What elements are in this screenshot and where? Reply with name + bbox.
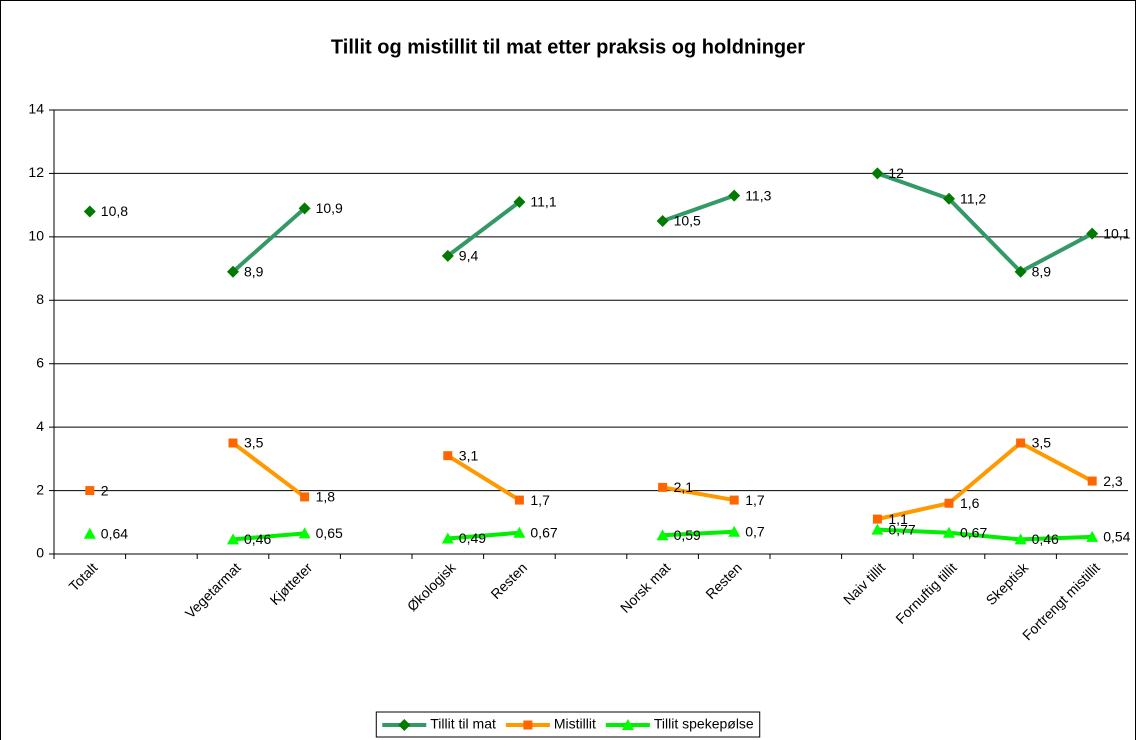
series-line [231,441,1094,522]
series-line [232,527,1093,542]
legend-label: Mistillit [554,716,596,732]
series-line [231,171,1094,274]
data-label: 0,64 [101,525,128,541]
marker [1086,227,1099,240]
data-label: 0,65 [316,525,343,541]
data-label: 8,9 [1032,263,1052,279]
y-tick-label: 4 [36,418,44,434]
marker [1014,265,1027,278]
data-label: 12 [888,165,904,181]
marker [872,514,882,524]
y-tick-label: 10 [28,228,44,244]
marker [656,529,669,541]
chart-title: Tillit og mistillit til mat etter praksi… [331,36,805,58]
data-label: 2,1 [674,479,694,495]
marker [1014,533,1027,545]
data-label: 0,59 [674,527,701,543]
marker [227,265,239,278]
y-tick-label: 12 [28,164,44,180]
data-label: 0,54 [1103,529,1130,545]
data-label: 9,4 [459,248,479,264]
data-label: 0,67 [960,524,987,540]
data-label: 0,49 [459,530,486,546]
marker [83,205,96,218]
marker [658,482,668,492]
legend-label: Tillit til mat [430,716,496,732]
marker [871,167,884,180]
data-label: 0,77 [888,521,915,537]
data-label: 10,9 [316,200,343,216]
data-label: 1,1 [888,511,908,527]
marker [943,526,955,538]
legend: Tillit til mat Mistillit Tillit spekepølse [375,711,761,738]
marker [656,215,669,227]
marker [85,486,95,496]
marker [443,451,453,461]
data-label: 0,46 [1032,531,1059,547]
data-label: 10,1 [1103,225,1130,241]
marker [513,195,526,208]
marker [83,527,96,539]
data-label: 3,1 [459,447,479,463]
y-tick-label: 6 [36,354,44,370]
marker [871,523,884,535]
marker [300,492,310,502]
y-tick-label: 14 [28,101,44,117]
legend-label: Tillit spekepølse [654,716,754,732]
data-label: 11,3 [745,187,771,203]
marker [944,498,954,508]
marker [523,720,533,730]
marker [228,438,238,448]
data-label: 2 [101,482,109,498]
marker [621,719,634,730]
data-label: 3,5 [1032,435,1052,451]
marker [728,189,741,202]
marker [441,532,454,544]
marker [729,495,739,505]
data-label: 0,67 [530,524,557,540]
marker [1016,438,1026,448]
data-label: 2,3 [1103,473,1123,489]
data-label: 1,8 [316,489,336,505]
marker [514,495,524,505]
data-label: 0,46 [244,531,271,547]
marker [441,249,454,262]
marker [1087,476,1097,486]
data-label: 10,8 [101,203,128,219]
y-tick-label: 2 [36,481,44,497]
marker [227,533,239,545]
marker [298,202,311,215]
data-label: 1,7 [745,492,765,508]
marker [513,526,526,538]
data-label: 1,7 [530,492,550,508]
marker [728,525,741,537]
y-tick-label: 8 [36,291,44,307]
marker [943,192,955,205]
marker [1086,530,1099,542]
data-label: 0,7 [745,524,765,540]
marker [298,527,311,539]
marker [398,719,411,731]
legend-box [375,711,761,738]
y-tick-label: 0 [36,545,44,561]
data-label: 3,5 [244,435,264,451]
data-label: 10,5 [674,213,701,229]
data-label: 11,1 [530,194,556,210]
data-label: 11,2 [960,191,986,207]
data-label: 1,6 [960,495,980,511]
data-label: 8,9 [244,263,264,279]
